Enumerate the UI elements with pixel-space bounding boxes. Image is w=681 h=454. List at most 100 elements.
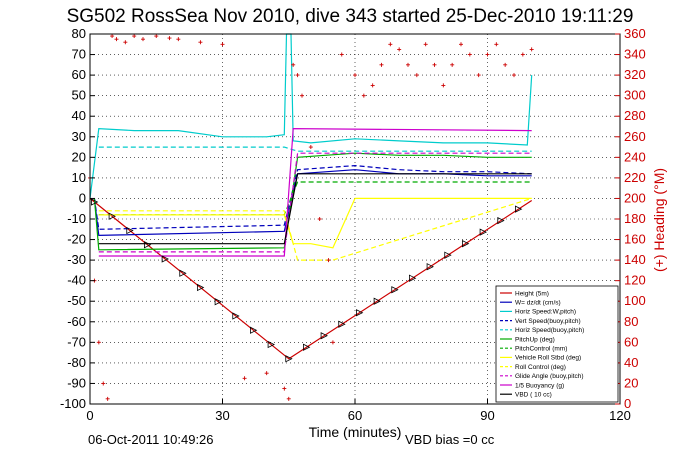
- height-marker: [161, 255, 169, 263]
- x-tick-label: 0: [86, 408, 93, 423]
- heading-point: [520, 52, 525, 57]
- right-tick-label: 220: [624, 170, 646, 185]
- height-marker: [356, 309, 364, 317]
- heading-point: [432, 62, 437, 67]
- y-tick-label: -60: [67, 314, 86, 329]
- y-tick-label: 60: [72, 67, 86, 82]
- grid: [89, 33, 621, 405]
- right-tick-label: 360: [624, 26, 646, 41]
- height-marker: [126, 226, 134, 235]
- series-line-5: [93, 152, 532, 251]
- heading-point: [485, 52, 490, 57]
- heading-point: [459, 42, 463, 47]
- heading-point: [132, 34, 137, 39]
- right-tick-label: 320: [624, 67, 646, 82]
- heading-point: [141, 37, 145, 42]
- height-marker: [479, 228, 487, 236]
- height-marker: [497, 216, 505, 225]
- heading-point: [423, 42, 428, 47]
- height-marker: [515, 205, 523, 213]
- footer-vbd-bias: VBD bias =0 cc: [405, 432, 495, 447]
- right-tick-label: 280: [624, 108, 646, 123]
- right-tick-label: 200: [624, 190, 646, 205]
- legend-label: W= dz/dt (cm/s): [515, 300, 561, 307]
- x-tick-label: 60: [348, 408, 362, 423]
- footer-timestamp: 06-Oct-2011 10:49:26: [88, 432, 214, 447]
- heading-point: [339, 52, 344, 57]
- legend-label: PitchControl (mm): [515, 346, 567, 353]
- heading-point: [167, 36, 172, 41]
- heading-point: [330, 340, 335, 345]
- x-tick-label: 90: [480, 408, 494, 423]
- height-marker: [303, 343, 311, 351]
- right-tick-label: 180: [624, 211, 646, 226]
- height-marker: [462, 240, 470, 248]
- y-tick-label: -50: [67, 293, 86, 308]
- right-tick-label: 40: [624, 355, 638, 370]
- right-tick-label: 140: [624, 252, 646, 267]
- heading-point: [326, 258, 331, 263]
- height-marker: [214, 298, 222, 306]
- legend-label: Horiz Speed(buoy,pitch): [515, 327, 584, 334]
- chart-title: SG502 RossSea Nov 2010, dive 343 started…: [67, 6, 634, 27]
- y-tick-label: 0: [79, 190, 86, 205]
- y-axis-ticks: 80 70 60 50 40 30 20 10 0 -10 -20 -30 -40 -50 -60 -70 -8…: [60, 26, 95, 411]
- y-tick-label: -10: [67, 211, 86, 226]
- legend-label: PitchUp (deg): [515, 336, 555, 343]
- heading-point: [295, 73, 300, 78]
- right-tick-label: 160: [624, 232, 646, 247]
- right-tick-label: 340: [624, 47, 646, 62]
- right-tick-label: 300: [624, 88, 646, 103]
- heading-point: [317, 217, 322, 221]
- heading-point: [198, 40, 203, 45]
- heading-point: [176, 37, 181, 42]
- heading-point: [291, 62, 296, 67]
- right-tick-label: 0: [624, 396, 631, 411]
- heading-point: [220, 42, 225, 47]
- series-line-11: [98, 173, 532, 245]
- x-tick-label: 30: [215, 408, 229, 423]
- series-line-1: [93, 169, 532, 237]
- series-line-3: [93, 164, 532, 230]
- right-axis-label: (+) Heading (°M): [651, 168, 667, 272]
- right-tick-label: 80: [624, 314, 638, 329]
- height-marker: [250, 326, 258, 334]
- heading-point: [308, 145, 313, 150]
- y-tick-label: -40: [67, 273, 86, 288]
- heading-point: [264, 371, 269, 376]
- series-line-7: [98, 197, 532, 249]
- y-tick-label: -30: [67, 252, 86, 267]
- legend-label: Vert Speed(buoy,pitch): [515, 318, 581, 325]
- height-marker: [267, 340, 275, 349]
- heading-point: [370, 83, 375, 88]
- height-marker: [373, 297, 381, 305]
- heading-point: [353, 73, 357, 78]
- right-axis-ticks: 3603403203002802602402202001801601401201…: [615, 26, 646, 411]
- legend: Height (5m) W= dz/dt (cm/s) Horiz Speed:W,…: [495, 285, 619, 403]
- heading-point: [101, 381, 106, 386]
- height-markers: [91, 198, 523, 363]
- heading-point: [154, 34, 159, 39]
- height-marker: [338, 320, 346, 328]
- height-marker: [232, 312, 240, 320]
- y-tick-label: 70: [72, 47, 86, 62]
- y-tick-label: -80: [67, 355, 86, 370]
- heading-point: [361, 93, 366, 98]
- heading-point: [512, 73, 516, 78]
- height-marker: [179, 269, 187, 277]
- legend-label: Glide Angle (buoy,pitch): [515, 373, 584, 380]
- series-line-4: [98, 146, 532, 152]
- y-tick-label: 30: [72, 129, 86, 144]
- series-line-9: [98, 152, 532, 253]
- heading-point: [529, 47, 534, 52]
- heading-point: [467, 52, 472, 57]
- heading-point: [441, 83, 446, 88]
- height-marker: [426, 263, 434, 271]
- heading-point: [406, 62, 410, 67]
- height-marker: [197, 283, 205, 292]
- heading-point: [379, 62, 384, 67]
- heading-point: [123, 40, 128, 45]
- heading-point: [450, 62, 455, 67]
- x-axis-label: Time (minutes): [309, 424, 402, 440]
